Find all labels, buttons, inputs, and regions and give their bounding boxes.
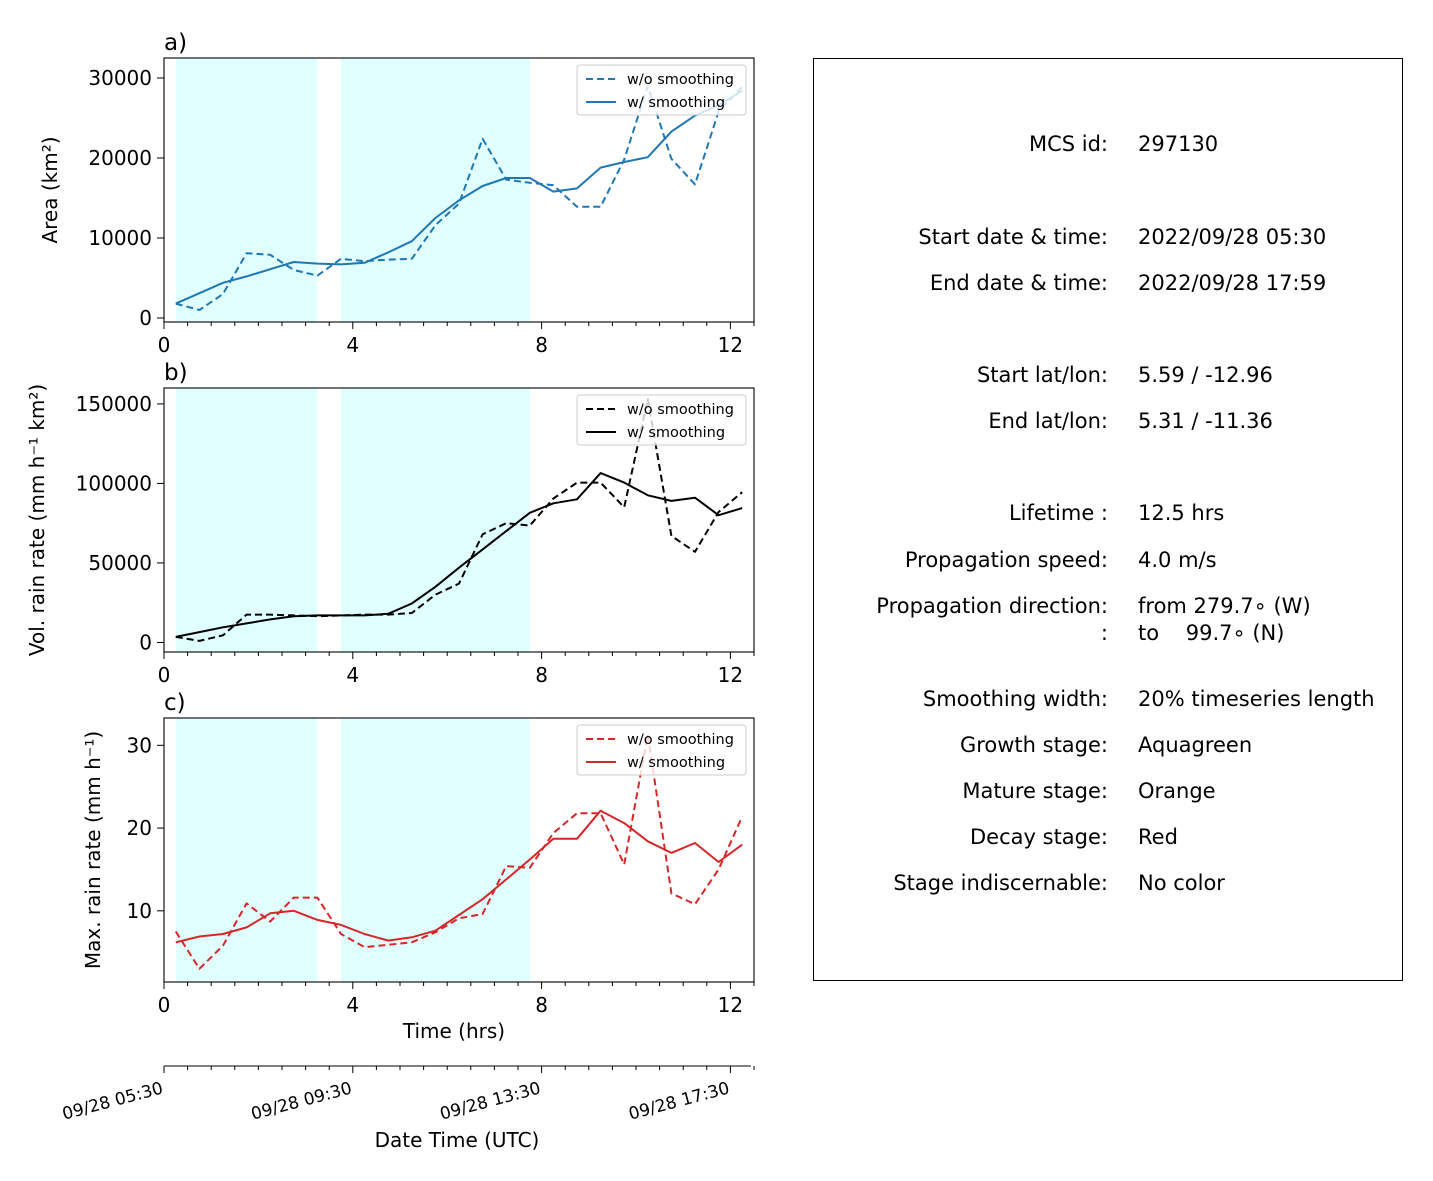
- info-value: 5.31 / -11.36: [1138, 409, 1273, 433]
- info-value: 20% timeseries length: [1138, 687, 1375, 711]
- info-label: MCS id:: [1028, 132, 1108, 156]
- info-label: Stage indiscernable:: [893, 871, 1108, 895]
- axes-frame: [163, 57, 755, 323]
- x-tick-label: 8: [535, 993, 548, 1017]
- x-axis-label: Time (hrs): [402, 1019, 505, 1043]
- info-value: 4.0 m/s: [1138, 548, 1217, 572]
- info-value: 5.59 / -12.96: [1138, 363, 1273, 387]
- info-value: No color: [1138, 871, 1225, 895]
- panel-c: 0 4 8 12 10 20 30 Max. rain rate (mm h⁻¹) c) Time…: [81, 690, 755, 1043]
- x-tick-label: 4: [346, 333, 359, 357]
- info-value: Orange: [1138, 779, 1216, 803]
- legend-label: w/o smoothing: [627, 732, 734, 748]
- info-label: Lifetime :: [1008, 501, 1108, 525]
- info-label: End date & time:: [929, 271, 1108, 295]
- y-tick-label: 100000: [76, 471, 152, 495]
- series-line-smoothed: [175, 89, 743, 305]
- datetime-tick-label: 09/28 05:30: [60, 1079, 165, 1125]
- y-tick-label: 20: [127, 816, 152, 840]
- legend-label: w/ smoothing: [627, 755, 725, 771]
- info-value: 12.5 hrs: [1138, 501, 1225, 525]
- legend-box: [576, 64, 747, 116]
- datetime-tick-label: 09/28 13:30: [438, 1079, 543, 1125]
- y-axis-label: Vol. rain rate (mm h⁻¹ km²): [25, 384, 49, 656]
- info-value: 2022/09/28 05:30: [1138, 225, 1327, 249]
- legend: w/o smoothing w/ smoothing: [576, 64, 747, 116]
- series-line-smoothed: [175, 809, 743, 944]
- x-tick-label: 4: [346, 993, 359, 1017]
- y-tick-label: 10: [127, 899, 152, 923]
- y-tick-label: 20000: [88, 146, 152, 170]
- stage-span: [175, 718, 318, 982]
- panel-a: 0 4 8 12 0 10000 20000 30000 Area (km²) a) w/o smo…: [38, 30, 755, 357]
- datetime-axis-label: Date Time (UTC): [375, 1128, 540, 1152]
- x-tick-label: 0: [158, 333, 171, 357]
- info-value: Red: [1138, 825, 1178, 849]
- panel-label: c): [164, 690, 186, 716]
- mcs-info-box: MCS id: 297130 Start date & time: 2022/09/2…: [813, 58, 1403, 981]
- panel-label: b): [164, 360, 188, 386]
- datetime-tick-label: 09/28 17:30: [627, 1079, 732, 1125]
- datetime-axis: 09/28 05:30 09/28 09:30 09/28 13:30 09/28 1…: [60, 1065, 755, 1152]
- panel-label: a): [164, 30, 187, 56]
- axes-frame: [163, 717, 755, 983]
- info-value: to 99.7∘ (N): [1138, 621, 1285, 645]
- y-axis-label: Max. rain rate (mm h⁻¹): [81, 731, 105, 969]
- legend-label: w/o smoothing: [627, 72, 734, 88]
- x-tick-label: 8: [535, 663, 548, 687]
- info-label: Start date & time:: [918, 225, 1108, 249]
- x-tick-label: 12: [718, 993, 743, 1017]
- panel-b: 0 4 8 12 0 50000 100000 150000 Vol. rain rate (m…: [25, 360, 755, 687]
- stage-span: [175, 388, 318, 652]
- info-label: Decay stage:: [970, 825, 1108, 849]
- x-tick-label: 8: [535, 333, 548, 357]
- stage-span: [341, 388, 530, 652]
- info-label: Mature stage:: [962, 779, 1108, 803]
- y-tick-label: 0: [139, 306, 152, 330]
- x-tick-label: 4: [346, 663, 359, 687]
- info-value: Aquagreen: [1138, 733, 1253, 757]
- y-axis-label: Area (km²): [38, 136, 62, 243]
- info-label: Propagation speed:: [904, 548, 1108, 572]
- x-tick-label: 12: [718, 663, 743, 687]
- info-label: :: [1100, 621, 1108, 645]
- series-line-raw: [174, 733, 744, 970]
- info-label: End lat/lon:: [988, 409, 1108, 433]
- y-tick-label: 150000: [76, 392, 152, 416]
- legend-box: [576, 724, 747, 776]
- info-label: Propagation direction:: [876, 594, 1108, 618]
- x-tick-label: 0: [158, 663, 171, 687]
- y-tick-label: 0: [139, 630, 152, 654]
- legend-label: w/o smoothing: [627, 402, 734, 418]
- info-label: Growth stage:: [959, 733, 1108, 757]
- x-tick-label: 0: [158, 993, 171, 1017]
- axes-frame: [163, 387, 755, 653]
- info-value: from 279.7∘ (W): [1138, 594, 1311, 618]
- info-value: 297130: [1138, 132, 1219, 156]
- stage-span: [341, 718, 530, 982]
- y-tick-label: 10000: [88, 226, 152, 250]
- datetime-tick-label: 09/28 09:30: [249, 1079, 354, 1125]
- stage-span: [175, 58, 318, 322]
- legend-label: w/ smoothing: [627, 425, 725, 441]
- y-tick-label: 50000: [88, 551, 152, 575]
- info-label: Smoothing width:: [922, 687, 1108, 711]
- info-value: 2022/09/28 17:59: [1138, 271, 1327, 295]
- y-tick-label: 30: [127, 733, 152, 757]
- legend-box: [576, 394, 747, 446]
- series-line-smoothed: [175, 472, 743, 638]
- legend: w/o smoothing w/ smoothing: [576, 394, 747, 446]
- x-tick-label: 12: [718, 333, 743, 357]
- stage-span: [341, 58, 530, 322]
- y-tick-label: 30000: [88, 66, 152, 90]
- info-label: Start lat/lon:: [976, 363, 1108, 387]
- legend-label: w/ smoothing: [627, 95, 725, 111]
- legend: w/o smoothing w/ smoothing: [576, 724, 747, 776]
